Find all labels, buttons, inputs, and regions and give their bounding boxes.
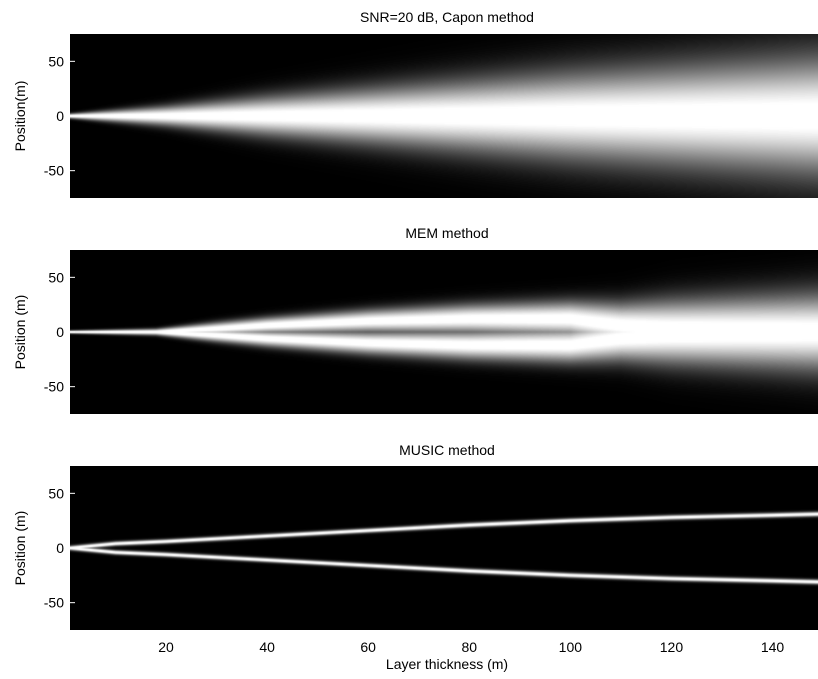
music-ytick-0: 0 xyxy=(56,540,64,556)
capon-title: SNR=20 dB, Capon method xyxy=(360,9,534,25)
capon-panel: SNR=20 dB, Capon method Position(m) 50 0… xyxy=(12,9,818,198)
music-xtick-140: 140 xyxy=(761,639,785,655)
capon-ytick-0: 0 xyxy=(56,108,64,124)
mem-ytick-neg50: -50 xyxy=(44,379,64,395)
music-ytick-neg50: -50 xyxy=(44,595,64,611)
music-ytick-50: 50 xyxy=(48,485,64,501)
mem-heatmap xyxy=(70,250,818,414)
mem-title: MEM method xyxy=(405,225,488,241)
capon-ylabel: Position(m) xyxy=(12,81,28,152)
music-xlabel: Layer thickness (m) xyxy=(386,656,508,672)
music-xtick-120: 120 xyxy=(660,639,684,655)
music-xtick-20: 20 xyxy=(158,639,174,655)
music-xtick-40: 40 xyxy=(259,639,275,655)
mem-ytick-50: 50 xyxy=(48,269,64,285)
music-xtick-60: 60 xyxy=(360,639,376,655)
mem-panel: MEM method Position (m) 50 0 -50 xyxy=(12,225,818,414)
mem-ytick-0: 0 xyxy=(56,324,64,340)
music-panel: MUSIC method Position (m) 50 0 -50 20 40… xyxy=(12,442,818,672)
music-xtick-80: 80 xyxy=(461,639,477,655)
mem-ylabel: Position (m) xyxy=(12,295,28,370)
capon-heatmap xyxy=(70,34,818,198)
music-ylabel: Position (m) xyxy=(12,511,28,586)
capon-ytick-neg50: -50 xyxy=(44,163,64,179)
music-title: MUSIC method xyxy=(399,442,495,458)
capon-ytick-50: 50 xyxy=(48,53,64,69)
music-xtick-100: 100 xyxy=(559,639,583,655)
music-heatmap xyxy=(70,466,818,630)
